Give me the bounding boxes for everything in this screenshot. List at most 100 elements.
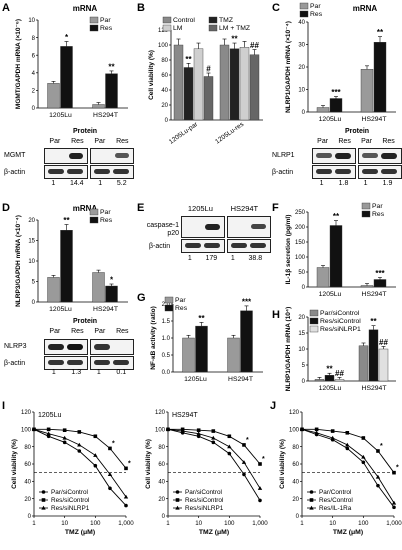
bar (105, 285, 118, 303)
y-tick-label: 10 (298, 347, 305, 353)
x-tick-label: 1 (32, 520, 36, 527)
y-tick-label: 50 (298, 270, 305, 276)
y-tick-label: 40 (298, 20, 305, 26)
x-tick-label: 1 (166, 520, 170, 527)
legend-swatch (89, 16, 99, 24)
bar (60, 230, 73, 303)
group-header: 1205Lu HS294T (179, 204, 267, 213)
western-blot (44, 165, 88, 179)
bar (378, 348, 389, 382)
x-tick-label: 1205Lu (319, 116, 342, 123)
x-tick-label: 1205Lu (49, 112, 72, 119)
legend-swatch (89, 216, 99, 224)
data-point (361, 454, 366, 459)
density-value: 38.8 (248, 255, 263, 262)
density-value: 1 (51, 180, 56, 187)
caspase-label: caspase-1 p20 (146, 222, 179, 237)
blot-row-label: β-actin (149, 243, 171, 250)
y-tick-label: 100 (289, 428, 300, 434)
blot-row-label: β-actin (4, 360, 26, 367)
data-point (107, 472, 113, 476)
density-value: 1.9 (382, 180, 393, 187)
legend-label: Res/IL-1Ra (319, 505, 352, 512)
bar-chart-a: 0 2 4 6 8 10 MGMT/GAPDH mRNA (×10⁻⁶) * 1205Lu ** H… (15, 16, 128, 119)
significance-mark: *** (242, 297, 252, 306)
legend-swatch (164, 296, 174, 304)
bar (47, 277, 60, 303)
x-tick-label: HS294T (93, 112, 118, 119)
group-label: HS294T (230, 204, 259, 213)
x-tick-label: 1205Lu (319, 291, 342, 298)
y-tick-label: 20 (24, 497, 31, 503)
significance-mark: ## (335, 369, 344, 378)
y-axis-label: MGMT/GAPDH mRNA (×10⁻⁶) (15, 19, 22, 109)
legend-label: Control (173, 17, 195, 24)
lane-header: Par Res Par Res (44, 138, 134, 145)
legend-label: Res (372, 211, 385, 218)
lane-header: Par Res Par Res (312, 138, 400, 145)
y-tick-label: 0 (302, 285, 306, 291)
western-blot (227, 239, 271, 253)
blot-row-label: NLRP1 (272, 152, 295, 159)
panel-title: mRNA (72, 4, 98, 13)
legend-label: Res/siControl (320, 318, 361, 325)
data-point (227, 451, 232, 456)
y-tick-label: 20 (298, 315, 305, 321)
y-tick-label: 20 (158, 497, 165, 503)
bar (334, 379, 345, 382)
western-blot (227, 216, 271, 238)
cell-line-label: 1205Lu (38, 412, 61, 419)
legend-swatch (309, 325, 319, 333)
y-tick-label: 5 (302, 363, 306, 369)
legend-label: Res (100, 217, 113, 224)
legend-swatch (309, 317, 319, 325)
data-point (165, 427, 171, 431)
lane-label: Res (71, 328, 84, 335)
legend-marker (41, 490, 46, 494)
data-point (314, 430, 319, 435)
y-tick-label: 80 (292, 445, 299, 451)
bar-chart-b: 0 20 40 60 80 100 120 Cell viability (%) ** #1205… (148, 16, 263, 146)
y-axis-label: NF-κB activity (ratio) (150, 306, 157, 370)
data-point (376, 449, 380, 453)
y-tick-label: 60 (161, 73, 168, 79)
y-tick-label: 250 (295, 210, 306, 216)
lane-label: Res (116, 328, 129, 335)
legend-swatch (361, 210, 371, 218)
data-point (46, 431, 51, 436)
legend-swatch (89, 24, 99, 32)
panel-label: J (270, 400, 277, 412)
y-tick-label: 40 (292, 480, 299, 486)
x-tick-label: 10 (329, 520, 336, 527)
panel-label: I (2, 400, 6, 412)
densitometry-values: 1 179 1 38.8 (181, 255, 269, 262)
x-tick-label: HS294T (93, 306, 118, 313)
blot-row-label: β-actin (272, 169, 294, 176)
y-tick-label: 20 (298, 65, 305, 71)
significance-mark: *** (331, 88, 341, 97)
densitometry-values: 1 14.4 1 5.2 (44, 180, 134, 187)
data-point (242, 472, 246, 477)
density-value: 1 (230, 255, 235, 262)
x-tick-label: 1205Lu (49, 306, 72, 313)
western-blot (358, 148, 402, 164)
x-tick-label: 10 (61, 520, 68, 527)
x-axis-label: TMZ (μM) (333, 529, 363, 536)
y-tick-label: 5 (32, 280, 36, 286)
y-tick-label: 100 (295, 255, 306, 261)
y-tick-label: 80 (24, 445, 31, 451)
data-point (196, 428, 201, 432)
bar (92, 272, 105, 303)
y-tick-label: 0.5 (162, 353, 171, 359)
y-tick-label: 6 (32, 53, 36, 59)
significance-mark: ** (333, 212, 340, 221)
data-point (123, 494, 129, 499)
y-tick-label: 2 (32, 89, 36, 95)
legend-label: Par (175, 297, 186, 304)
significance-mark: * (65, 33, 69, 42)
western-blot (90, 148, 134, 164)
y-axis-label: NLRP1/GAPDH mRNA (×10⁻⁴) (285, 21, 292, 113)
panel-e: E 1205Lu HS294T caspase-1 p20 β-actin 1 … (135, 200, 271, 270)
lane-label: Res (382, 138, 395, 145)
